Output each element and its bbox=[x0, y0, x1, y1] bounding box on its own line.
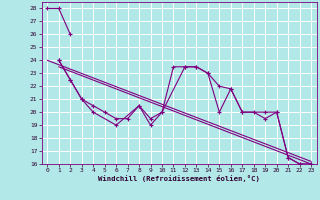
X-axis label: Windchill (Refroidissement éolien,°C): Windchill (Refroidissement éolien,°C) bbox=[98, 175, 260, 182]
